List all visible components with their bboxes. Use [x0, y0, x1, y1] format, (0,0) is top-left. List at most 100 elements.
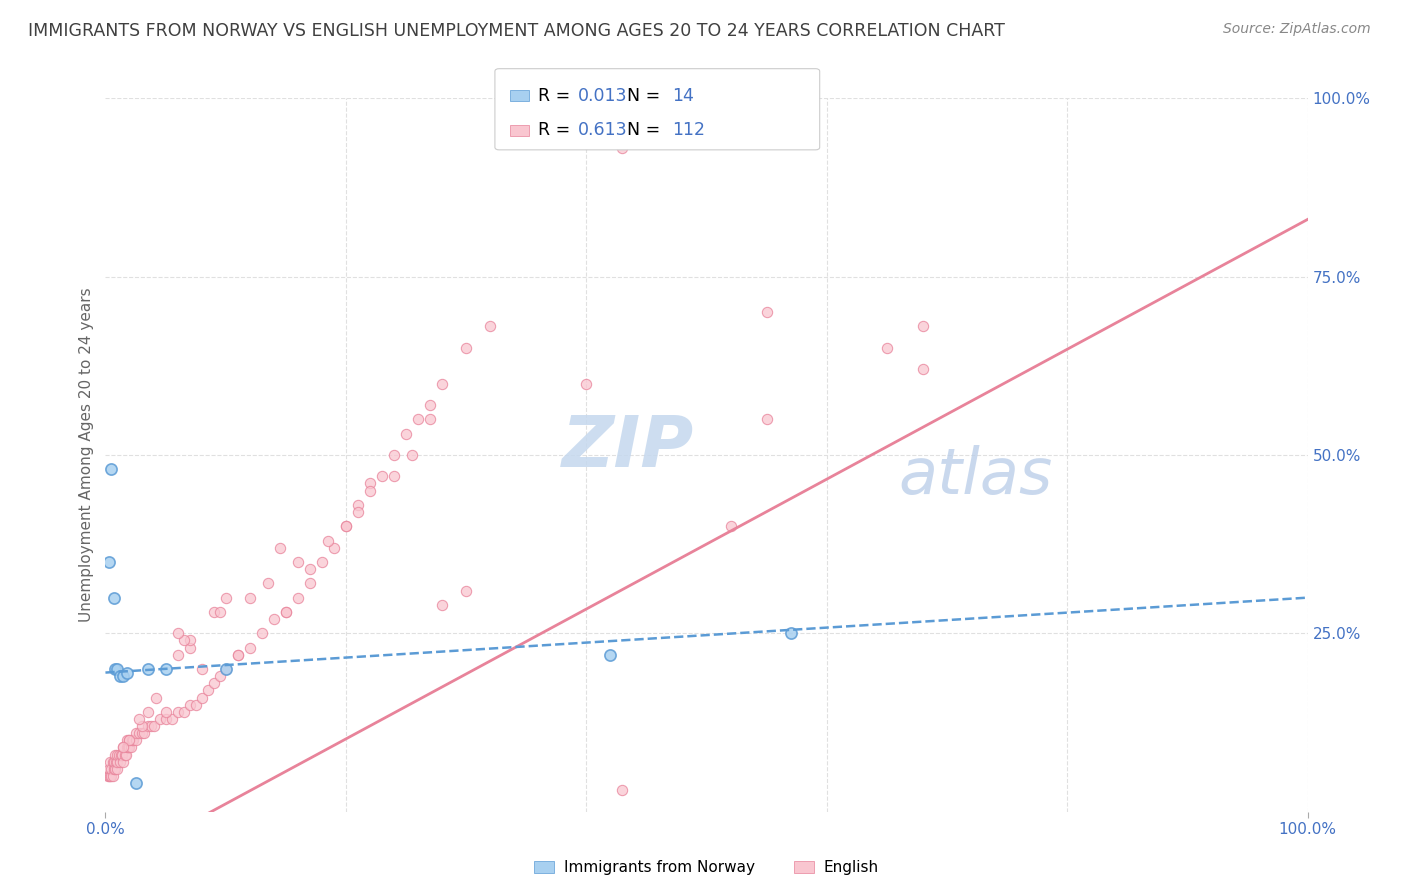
Point: [454, 341, 477, 355]
Point: [166, 648, 188, 662]
Point: [114, 747, 136, 762]
Point: [98, 555, 121, 569]
Point: [395, 426, 418, 441]
Text: 14: 14: [672, 87, 695, 104]
Point: [155, 712, 177, 726]
Point: [479, 319, 502, 334]
Point: [107, 747, 129, 762]
Point: [108, 755, 131, 769]
Point: [131, 726, 153, 740]
Point: [107, 755, 129, 769]
Text: English: English: [824, 860, 879, 874]
Point: [107, 762, 129, 776]
Point: [121, 733, 143, 747]
Point: [132, 726, 155, 740]
Text: R =: R =: [538, 87, 576, 104]
Point: [876, 341, 898, 355]
Point: [311, 555, 333, 569]
Point: [430, 376, 453, 391]
Point: [103, 762, 125, 776]
Point: [110, 747, 132, 762]
Point: [197, 683, 219, 698]
Point: [382, 469, 405, 483]
Text: 112: 112: [672, 121, 704, 139]
Point: [720, 519, 742, 533]
Point: [108, 669, 131, 683]
Point: [430, 598, 453, 612]
Point: [101, 755, 124, 769]
Point: [120, 740, 142, 755]
Point: [359, 476, 381, 491]
Point: [612, 91, 634, 105]
Point: [226, 648, 249, 662]
Text: ZIP: ZIP: [562, 413, 695, 483]
Point: [347, 498, 370, 512]
Point: [612, 112, 634, 127]
Point: [118, 740, 141, 755]
Point: [287, 555, 309, 569]
Point: [298, 576, 321, 591]
Point: [128, 726, 150, 740]
Point: [139, 719, 162, 733]
Text: Immigrants from Norway: Immigrants from Norway: [564, 860, 755, 874]
Point: [335, 519, 357, 533]
Point: [100, 769, 122, 783]
Point: [101, 769, 124, 783]
Point: [118, 733, 141, 747]
Point: [274, 605, 297, 619]
Point: [612, 112, 634, 127]
Point: [136, 719, 159, 733]
Point: [419, 398, 441, 412]
Point: [142, 719, 165, 733]
Point: [107, 662, 129, 676]
Point: [263, 612, 285, 626]
Point: [100, 762, 122, 776]
Point: [136, 705, 159, 719]
Point: [250, 626, 273, 640]
Point: [112, 740, 135, 755]
Point: [202, 676, 225, 690]
Point: [104, 762, 127, 776]
Point: [112, 740, 135, 755]
Point: [316, 533, 339, 548]
Point: [111, 747, 134, 762]
Point: [226, 648, 249, 662]
Point: [112, 755, 135, 769]
Point: [115, 733, 138, 747]
Point: [208, 605, 231, 619]
Point: [322, 541, 344, 555]
Point: [148, 712, 170, 726]
Point: [98, 769, 121, 783]
Point: [118, 733, 141, 747]
Point: [131, 719, 153, 733]
Point: [98, 769, 121, 783]
Point: [755, 305, 778, 319]
Point: [124, 776, 146, 790]
Point: [287, 591, 309, 605]
Point: [166, 705, 188, 719]
Point: [107, 747, 129, 762]
Point: [214, 591, 236, 605]
Point: [115, 740, 138, 755]
Point: [779, 626, 801, 640]
Point: [155, 705, 177, 719]
Point: [100, 462, 122, 476]
Point: [179, 640, 201, 655]
Point: [298, 562, 321, 576]
Point: [190, 662, 212, 676]
Point: [335, 519, 357, 533]
Point: [104, 747, 127, 762]
Point: [599, 648, 621, 662]
Point: [612, 783, 634, 797]
Point: [401, 448, 423, 462]
Point: [269, 541, 291, 555]
Point: [173, 633, 195, 648]
Point: [371, 469, 394, 483]
Point: [173, 705, 195, 719]
Point: [406, 412, 429, 426]
Point: [145, 690, 167, 705]
Point: [136, 662, 159, 676]
Point: [160, 712, 183, 726]
Point: [98, 755, 121, 769]
Text: 0.013: 0.013: [578, 87, 627, 104]
